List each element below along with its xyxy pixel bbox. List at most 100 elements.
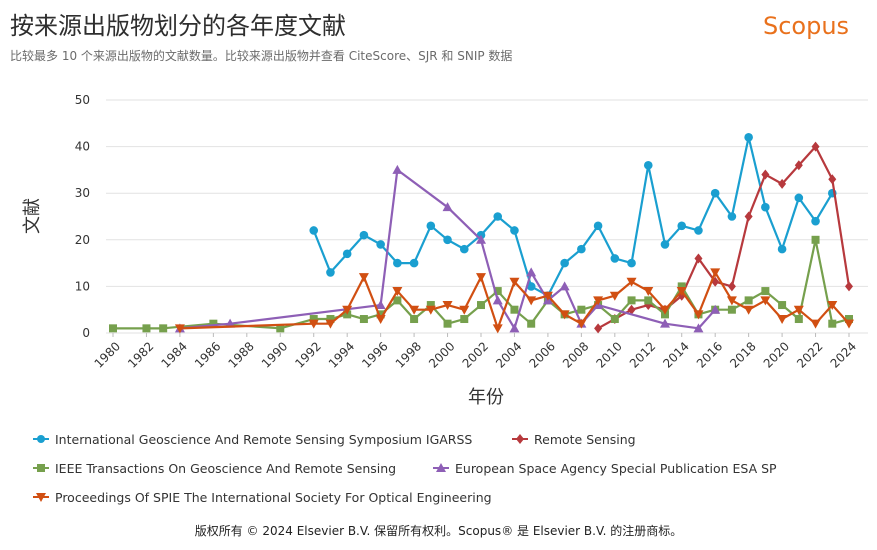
data-point-series-1 <box>744 211 753 222</box>
data-point-series-4 <box>710 268 721 278</box>
data-point-series-2 <box>677 282 686 291</box>
data-point-series-0 <box>577 244 586 254</box>
x-tick-label: 2004 <box>493 339 524 370</box>
x-tick-label: 2014 <box>660 339 691 370</box>
x-tick-label: 2010 <box>593 339 624 370</box>
scopus-logo[interactable]: Scopus <box>763 12 850 40</box>
data-point-series-0 <box>710 188 720 198</box>
data-point-series-0 <box>794 193 804 203</box>
data-point-series-4 <box>358 273 369 283</box>
data-point-series-4 <box>425 305 436 315</box>
legend-item-ieee-tgrs[interactable]: IEEE Transactions On Geoscience And Remo… <box>32 458 396 478</box>
x-tick-label: 2016 <box>694 339 725 370</box>
data-point-series-0 <box>643 160 653 170</box>
data-point-series-1 <box>761 169 770 180</box>
legend-label: Proceedings Of SPIE The International So… <box>55 489 492 505</box>
legend-marker-icon <box>512 434 528 444</box>
legend-label: Remote Sensing <box>534 431 636 447</box>
data-point-series-4 <box>626 277 637 287</box>
x-tick-label: 2008 <box>560 339 591 370</box>
x-tick-label: 2018 <box>727 339 758 370</box>
x-tick-label: 2000 <box>426 339 457 370</box>
data-point-series-2 <box>811 235 820 244</box>
data-point-series-4 <box>409 305 420 315</box>
data-point-series-0 <box>426 221 436 231</box>
y-tick-label: 50 <box>75 93 90 107</box>
data-point-series-3 <box>476 234 486 244</box>
data-point-series-3 <box>660 318 670 328</box>
x-tick-label: 1998 <box>393 339 424 370</box>
data-point-series-0 <box>510 226 519 235</box>
data-point-series-4 <box>492 324 503 334</box>
data-point-series-2 <box>393 296 402 305</box>
data-point-series-2 <box>159 324 168 333</box>
data-point-series-3 <box>375 300 386 310</box>
chart-title: 按来源出版物划分的各年度文献 <box>10 12 346 40</box>
data-point-series-4 <box>726 296 737 306</box>
x-axis-title: 年份 <box>468 387 504 408</box>
x-tick-label: 2020 <box>761 339 792 370</box>
legend-item-spie[interactable]: Proceedings Of SPIE The International So… <box>32 487 492 507</box>
data-point-series-2 <box>276 324 285 333</box>
x-tick-label: 1996 <box>359 339 390 370</box>
legend-label: International Geoscience And Remote Sens… <box>55 431 473 447</box>
x-tick-label: 1986 <box>192 339 223 370</box>
data-point-series-0 <box>526 282 536 291</box>
data-point-series-0 <box>593 221 603 231</box>
data-point-series-4 <box>526 296 537 306</box>
data-point-series-4 <box>793 305 804 315</box>
data-point-series-4 <box>476 273 486 283</box>
data-point-series-1 <box>594 323 603 334</box>
data-point-series-4 <box>342 305 353 315</box>
data-point-series-2 <box>727 305 736 314</box>
data-point-series-0 <box>727 212 737 221</box>
data-point-series-4 <box>760 296 771 306</box>
data-point-series-1 <box>811 141 820 152</box>
data-point-series-0 <box>326 268 335 277</box>
data-point-series-2 <box>610 315 619 324</box>
data-point-series-2 <box>627 296 636 305</box>
y-tick-label: 20 <box>75 233 90 247</box>
series-line-4 <box>179 271 850 330</box>
data-point-series-2 <box>309 315 318 324</box>
data-point-series-2 <box>109 324 117 333</box>
data-point-series-1 <box>694 253 703 264</box>
y-tick-label: 0 <box>82 326 90 340</box>
data-point-series-2 <box>460 315 469 324</box>
data-point-series-2 <box>845 315 853 324</box>
legend-item-esa-sp[interactable]: European Space Agency Special Publicatio… <box>432 458 777 478</box>
data-point-series-2 <box>761 287 770 296</box>
data-point-series-3 <box>392 164 403 174</box>
data-point-series-4 <box>810 319 821 329</box>
data-point-series-0 <box>393 258 402 268</box>
data-point-series-0 <box>777 244 787 254</box>
data-point-series-4 <box>593 296 604 306</box>
data-point-series-4 <box>827 301 838 311</box>
data-point-series-2 <box>577 305 586 314</box>
data-point-series-2 <box>744 296 753 305</box>
data-point-series-4 <box>392 287 403 297</box>
y-axis-title: 文献 <box>22 198 43 234</box>
data-point-series-2 <box>376 310 385 319</box>
data-point-series-2 <box>209 319 218 328</box>
data-point-series-4 <box>325 319 336 329</box>
y-tick-label: 40 <box>75 140 90 154</box>
data-point-series-4 <box>459 305 470 315</box>
data-point-series-1 <box>794 160 803 171</box>
data-point-series-2 <box>493 287 502 296</box>
data-point-series-1 <box>627 304 636 315</box>
data-point-series-2 <box>142 324 151 333</box>
chart-subtitle: 比较最多 10 个来源出版物的文献数量。比较来源出版物并查看 CiteScore… <box>10 49 513 63</box>
data-point-series-2 <box>426 301 435 310</box>
data-point-series-2 <box>359 315 368 324</box>
legend-item-igarss[interactable]: International Geoscience And Remote Sens… <box>32 429 472 449</box>
data-point-series-4 <box>743 305 754 315</box>
x-tick-label: 2006 <box>527 339 558 370</box>
data-point-series-3 <box>442 202 453 212</box>
series-line-2 <box>113 238 850 330</box>
data-point-series-0 <box>761 202 770 212</box>
data-point-series-2 <box>443 319 452 328</box>
data-point-series-0 <box>376 240 385 249</box>
legend-item-remote-sensing[interactable]: Remote Sensing <box>511 429 636 449</box>
data-point-series-4 <box>576 319 587 329</box>
